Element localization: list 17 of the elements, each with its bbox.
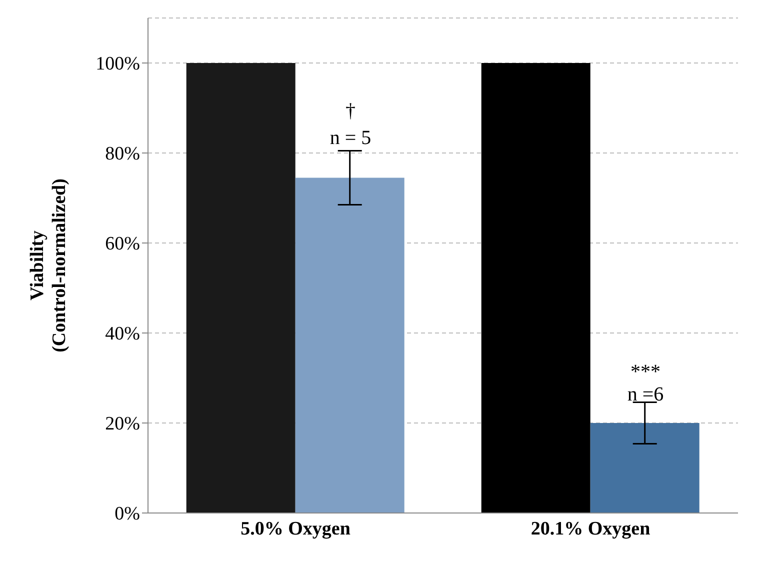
bar xyxy=(590,423,700,513)
x-tick-label: 20.1% Oxygen xyxy=(530,518,651,540)
y-tick-label: 100% xyxy=(96,54,140,75)
bar xyxy=(295,178,404,513)
y-tick-label: 60% xyxy=(105,234,140,255)
y-tick-label: 80% xyxy=(105,144,140,165)
y-axis-title: Viability (Control-normalized) xyxy=(27,178,70,352)
y-tick-label: 20% xyxy=(105,414,140,435)
annotation: n =6 xyxy=(627,384,664,406)
annotation: † xyxy=(346,100,356,122)
y-tick-label: 0% xyxy=(114,504,140,525)
x-tick-label: 5.0% Oxygen xyxy=(240,518,351,540)
bar xyxy=(481,63,590,513)
y-tick-label: 40% xyxy=(105,324,140,345)
bar xyxy=(186,63,296,513)
annotation: *** xyxy=(630,361,660,383)
annotation: n = 5 xyxy=(330,127,372,149)
